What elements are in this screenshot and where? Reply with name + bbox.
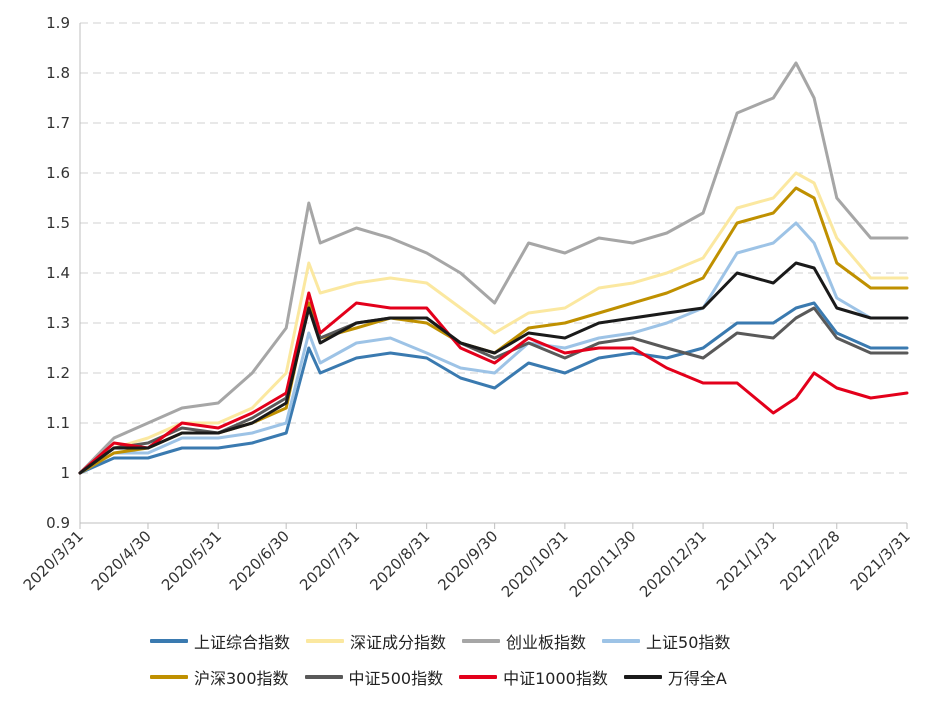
x-tick-label: 2020/8/31 — [366, 527, 433, 594]
y-tick-label: 1.3 — [46, 314, 70, 332]
x-tick-label: 2021/1/31 — [713, 527, 780, 594]
y-tick-label: 1.2 — [46, 364, 70, 382]
series-line-2 — [78, 61, 909, 475]
legend-label: 中证1000指数 — [503, 669, 608, 688]
chart: 0.9 1 1.1 1.2 1.3 1.4 1.5 1.6 1.7 1.8 1.9 2020/3/3… — [20, 14, 914, 601]
legend: 上证综合指数 深证成分指数 创业板指数 上证50指数沪深300指数 中证500指数 中证1… — [150, 630, 810, 688]
series-line-0 — [78, 301, 909, 475]
legend-swatch — [150, 675, 188, 679]
x-tick-label: 2021/2/28 — [776, 527, 843, 594]
legend-swatch — [602, 639, 641, 643]
y-tick-label: 1.8 — [46, 64, 70, 82]
axes — [79, 23, 907, 524]
legend-label: 上证综合指数 — [194, 633, 291, 652]
y-tick-label: 1 — [60, 464, 70, 482]
x-tick-label: 2020/4/30 — [88, 527, 155, 594]
legend-label: 万得全A — [667, 669, 727, 688]
legend-label: 中证500指数 — [348, 669, 444, 688]
legend-item: 创业板指数 — [462, 630, 586, 652]
x-tick-label: 2020/5/31 — [158, 527, 225, 594]
legend-label: 深证成分指数 — [350, 633, 447, 652]
legend-swatch — [150, 639, 188, 643]
legend-item: 深证成分指数 — [306, 630, 446, 652]
x-tick-label: 2020/12/31 — [636, 527, 710, 601]
series-line-7 — [78, 261, 909, 475]
legend-item: 沪深300指数 — [150, 666, 289, 688]
x-axis-ticks: 2020/3/31 2020/4/30 2020/5/31 2020/6/30 2020… — [20, 523, 914, 601]
x-tick-label: 2021/3/31 — [847, 527, 914, 594]
y-tick-label: 1.1 — [46, 414, 70, 432]
series-line-5 — [78, 306, 909, 475]
y-tick-label: 1.7 — [46, 114, 70, 132]
legend-item: 中证1000指数 — [459, 666, 608, 688]
legend-swatch — [459, 675, 498, 679]
series-line-3 — [78, 221, 909, 475]
legend-swatch — [462, 639, 501, 643]
series-line-6 — [78, 291, 909, 475]
legend-item: 中证500指数 — [304, 666, 444, 688]
series-lines — [78, 61, 909, 475]
y-tick-label: 0.9 — [46, 514, 70, 532]
legend-label: 上证50指数 — [646, 633, 731, 652]
series-line-1 — [78, 171, 909, 475]
legend-swatch — [304, 675, 343, 679]
legend-item: 上证综合指数 — [150, 630, 290, 652]
legend-item: 上证50指数 — [602, 630, 730, 652]
legend-swatch — [623, 675, 662, 679]
y-tick-label: 1.5 — [46, 214, 70, 232]
legend-label: 沪深300指数 — [194, 669, 289, 688]
y-tick-label: 1.4 — [46, 264, 70, 282]
x-tick-label: 2020/7/31 — [296, 527, 363, 594]
legend-label: 创业板指数 — [506, 633, 587, 652]
y-axis-ticks: 0.9 1 1.1 1.2 1.3 1.4 1.5 1.6 1.7 1.8 1.9 — [46, 14, 70, 532]
x-tick-label: 2020/9/30 — [434, 527, 501, 594]
x-tick-label: 2020/11/30 — [566, 527, 640, 601]
x-tick-label: 2020/10/31 — [498, 527, 572, 601]
x-tick-label: 2020/3/31 — [20, 527, 87, 594]
legend-swatch — [306, 639, 345, 643]
x-tick-label: 2020/6/30 — [226, 527, 293, 594]
y-tick-label: 1.9 — [46, 14, 70, 32]
legend-item: 万得全A — [623, 666, 727, 688]
y-tick-label: 1.6 — [46, 164, 70, 182]
